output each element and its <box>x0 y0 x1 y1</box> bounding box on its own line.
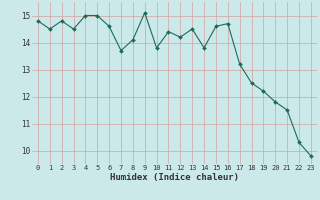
X-axis label: Humidex (Indice chaleur): Humidex (Indice chaleur) <box>110 173 239 182</box>
